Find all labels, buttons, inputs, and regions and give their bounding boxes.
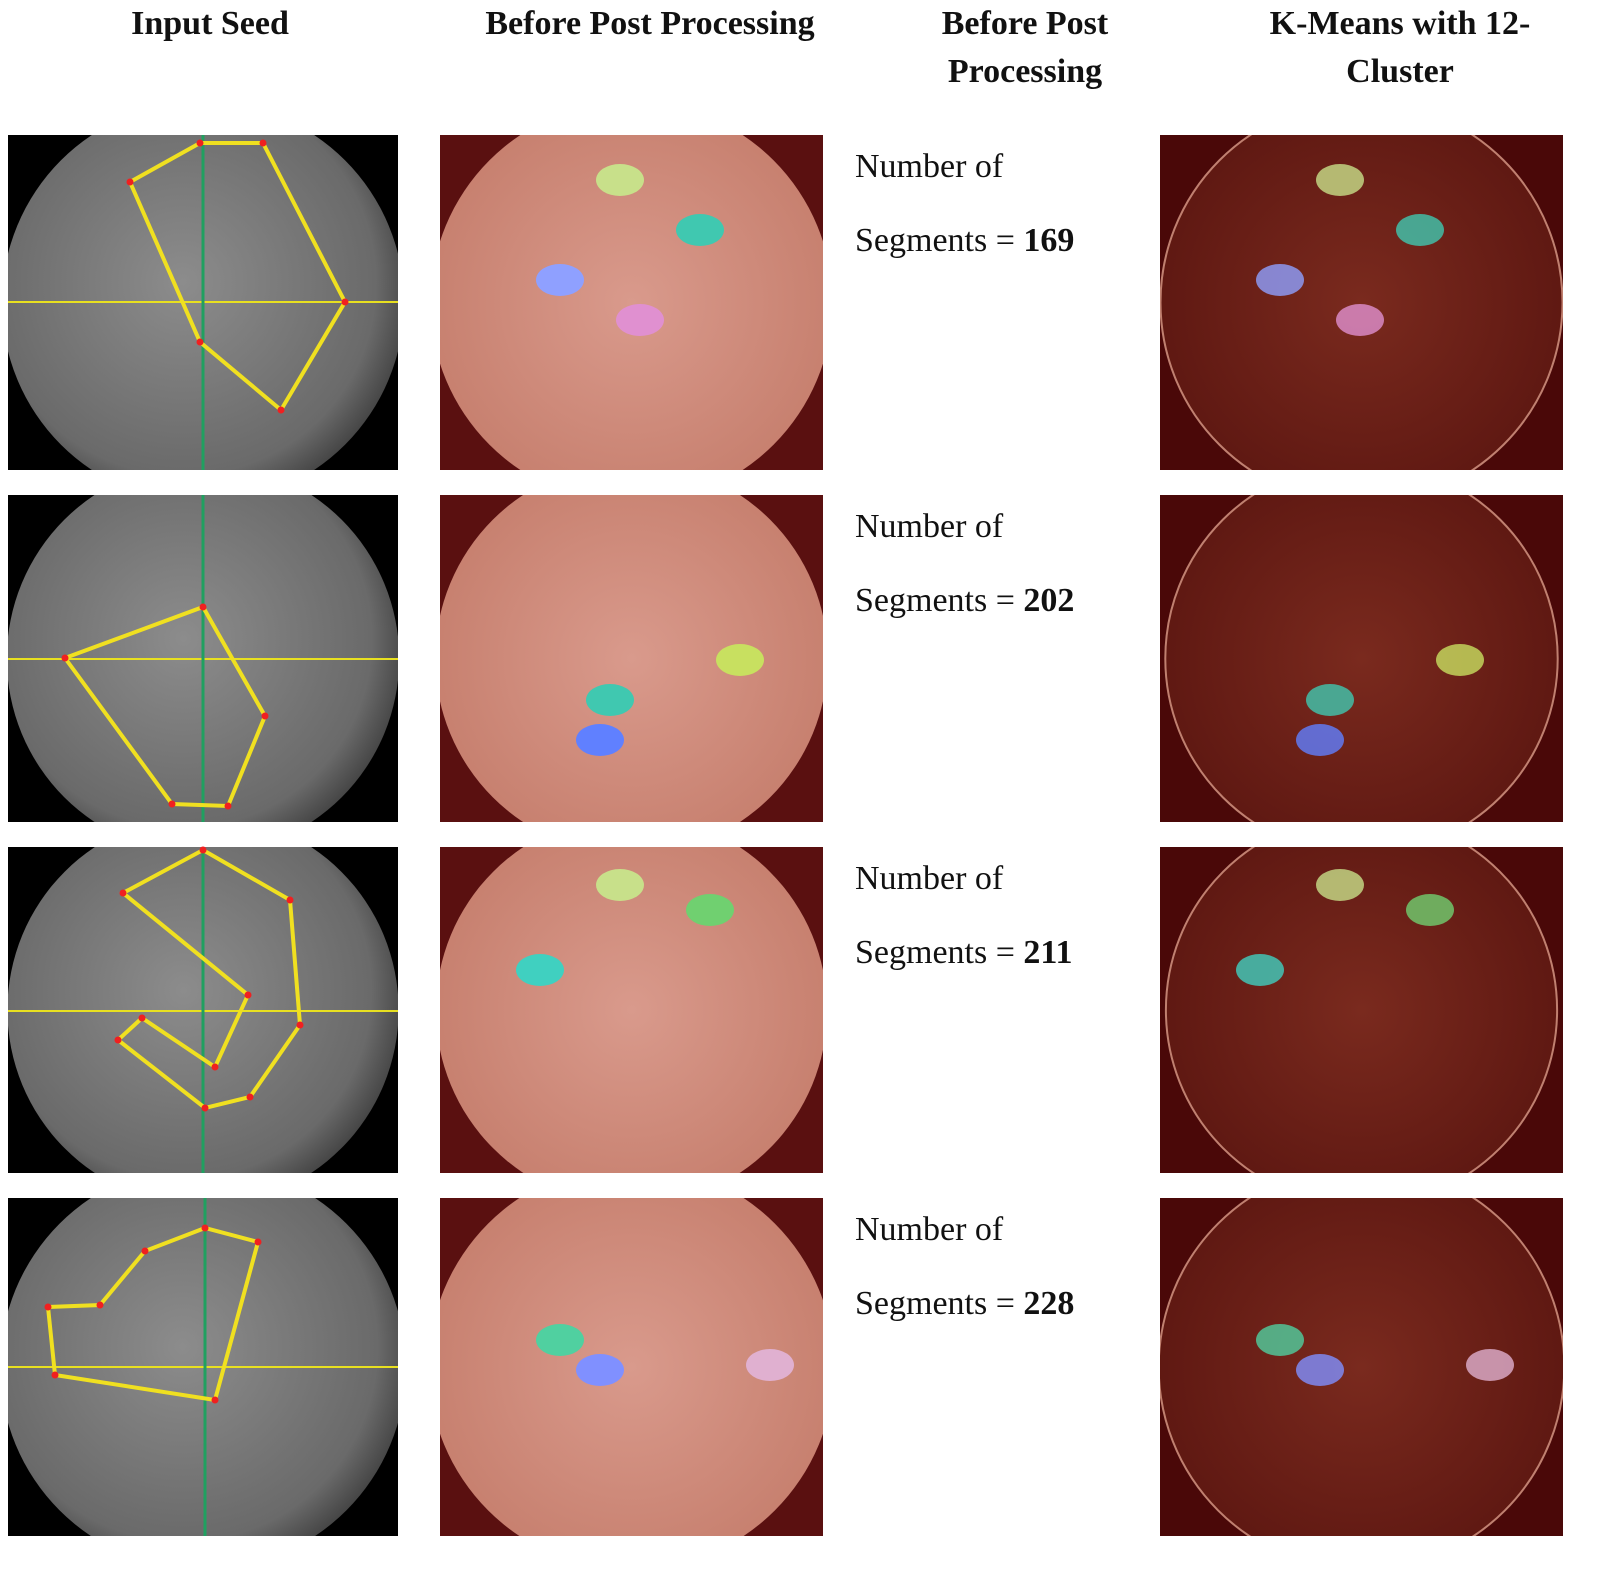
segment-blob [1406,894,1454,926]
segment-blob [596,869,644,901]
seed-point [114,1036,122,1044]
seed-point [224,802,232,810]
segment-blob [536,264,584,296]
seed-point [341,298,349,306]
segment-blob [1396,214,1444,246]
segment-label: Number of Segments = 169 [855,130,1074,278]
segment-count: 228 [1023,1285,1075,1322]
segment-blob [586,684,634,716]
segment-label: Number of Segments = 202 [855,490,1074,638]
fundus [1160,135,1563,470]
fundus [1160,1198,1563,1536]
segment-blob [536,1324,584,1356]
segment-blob [576,724,624,756]
seed-polygon [61,604,268,809]
label-line: Segments = 211 [855,916,1073,990]
label-line: Segments = 169 [855,204,1074,278]
segment-blob [1236,954,1284,986]
label-line: Number of [855,860,1004,897]
seed-point [199,846,207,854]
segment-blob [1256,264,1304,296]
segment-blob [1316,164,1364,196]
seed-point [244,991,252,999]
seed-point [196,139,204,147]
seed-point [211,1063,219,1071]
seed-point [261,712,269,720]
segment-label: Number of Segments = 211 [855,842,1073,990]
column-header: Input Seed [131,5,289,42]
segment-blob [716,644,764,676]
seed-point [44,1303,52,1311]
label-line: Number of [855,148,1004,185]
segment-blob [576,1354,624,1386]
segment-label: Number of Segments = 228 [855,1193,1074,1341]
segment-blob [1256,1324,1304,1356]
column-header: Before Post Processing [485,5,815,42]
seed-point [201,1224,209,1232]
segment-blob [616,304,664,336]
label-line: Number of [855,1211,1004,1248]
segment-count: 211 [1023,934,1073,971]
segment-blob [746,1349,794,1381]
label-text: Segments = [855,582,1015,619]
segment-blob [1296,1354,1344,1386]
column-header: K-Means with 12-Cluster [1269,5,1531,90]
fundus [440,135,823,470]
column-header: Before Post Processing [941,5,1109,90]
fundus [1164,847,1559,1173]
segment-blob [1336,304,1384,336]
segment-blob [516,954,564,986]
seed-point [61,654,69,662]
figure-row [8,495,1563,822]
seed-point [196,338,204,346]
seed-point [126,178,134,186]
segment-blob [1306,684,1354,716]
segment-blob [1296,724,1344,756]
figure-row [8,846,1563,1173]
segment-blob [686,894,734,926]
segment-blob [1436,644,1484,676]
seed-point [199,603,207,611]
seed-point [51,1371,59,1379]
seed-point [168,800,176,808]
label-text: Segments = [855,222,1015,259]
seed-point [138,1014,146,1022]
seed-point [211,1396,219,1404]
fundus [440,847,823,1173]
seed-point [254,1238,262,1246]
label-line: Segments = 202 [855,564,1074,638]
seed-point [201,1104,209,1112]
segment-blob [676,214,724,246]
segment-blob [1466,1349,1514,1381]
label-line: Number of [855,508,1004,545]
figure-row [8,1198,1563,1536]
seed-point [246,1093,254,1101]
seed-point [286,896,294,904]
label-text: Segments = [855,1285,1015,1322]
fundus [1164,495,1559,822]
fundus [440,1198,823,1536]
seed-point [96,1301,104,1309]
seed-polygon [45,1225,261,1403]
seed-point [296,1021,304,1029]
seed-point [259,139,267,147]
segment-count: 202 [1023,582,1075,619]
seed-point [119,889,127,897]
label-line: Segments = 228 [855,1267,1074,1341]
figure-row [8,135,1563,470]
seed-point [141,1247,149,1255]
segment-blob [596,164,644,196]
segment-count: 169 [1023,222,1075,259]
seed-point [277,406,285,414]
fundus [440,495,823,822]
label-text: Segments = [855,934,1015,971]
segment-blob [1316,869,1364,901]
